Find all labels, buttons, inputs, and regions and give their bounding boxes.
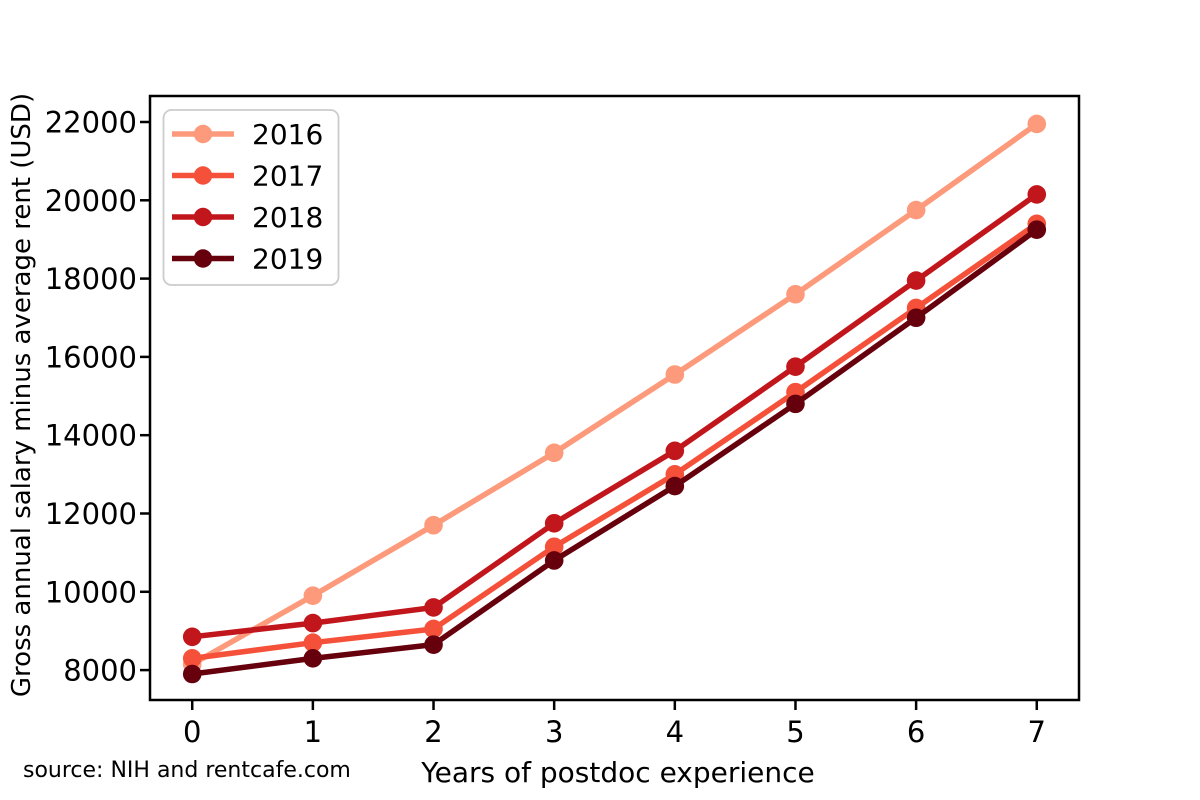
series-marker-2017 — [182, 649, 202, 668]
legend-label-2017: 2017 — [252, 160, 323, 193]
series-marker-2016 — [665, 365, 685, 384]
legend-marker-2019 — [193, 249, 213, 268]
x-axis-label: Years of postdoc experience — [420, 756, 815, 789]
y-tick-label: 14000 — [45, 419, 137, 453]
axes-box — [148, 94, 1081, 702]
series-marker-2019 — [544, 551, 564, 570]
series-line-2019 — [191, 227, 1039, 677]
legend-label-2018: 2018 — [252, 201, 323, 234]
legend-marker-2016 — [193, 124, 213, 144]
x-tick-label: 7 — [1028, 715, 1046, 749]
series-marker-2019 — [424, 635, 443, 654]
legend: 2016 2017 2018 2019 — [162, 109, 340, 286]
x-tick-label: 3 — [545, 715, 563, 749]
y-tick-label: 22000 — [45, 105, 137, 139]
series-marker-2019 — [786, 394, 805, 414]
series-line-2017 — [191, 221, 1039, 662]
x-tick-label: 2 — [424, 715, 442, 749]
legend-label-2019: 2019 — [252, 243, 323, 276]
series-marker-2016 — [906, 200, 926, 220]
axis-ticks: 0 1 2 3 4 5 6 7 8000 10000 12000 14000 16000 18000 200… — [45, 105, 1046, 749]
series-marker-2016 — [424, 515, 443, 535]
y-tick-label: 20000 — [45, 184, 137, 218]
series-marker-2019 — [906, 308, 926, 328]
legend-label-2016: 2016 — [252, 118, 323, 151]
data-series — [182, 114, 1047, 684]
y-axis-label: Gross annual salary minus average rent (… — [7, 93, 37, 697]
series-marker-2016 — [544, 443, 564, 463]
x-tick-label: 0 — [183, 715, 201, 749]
legend-box — [162, 109, 340, 286]
y-tick-label: 16000 — [45, 340, 137, 374]
legend-marker-2018 — [193, 207, 213, 227]
series-marker-2018 — [182, 627, 202, 647]
series-line-2018 — [191, 192, 1039, 640]
series-marker-2018 — [786, 357, 805, 376]
series-marker-2018 — [303, 613, 323, 633]
x-tick-label: 6 — [907, 715, 925, 749]
series-marker-2017 — [544, 537, 564, 557]
series-marker-2019 — [182, 664, 202, 684]
series-marker-2017 — [424, 619, 443, 639]
series-marker-2016 — [786, 284, 805, 304]
source-note: source: NIH and rentcafe.com — [23, 758, 351, 783]
series-marker-2017 — [303, 633, 323, 652]
series-marker-2016 — [1027, 114, 1047, 134]
series-line-2016 — [190, 121, 1039, 667]
series-marker-2018 — [665, 441, 685, 461]
series-marker-2018 — [544, 513, 564, 533]
series-marker-2019 — [1027, 220, 1047, 239]
y-tick-label: 18000 — [45, 262, 137, 296]
y-tick-label: 10000 — [45, 575, 137, 609]
series-marker-2018 — [424, 598, 443, 617]
x-tick-label: 5 — [786, 715, 804, 749]
series-marker-2019 — [303, 649, 323, 668]
x-tick-label: 1 — [304, 715, 322, 749]
x-tick-label: 4 — [666, 715, 684, 749]
legend-marker-2017 — [193, 166, 213, 185]
series-marker-2018 — [906, 271, 926, 290]
series-marker-2019 — [665, 476, 685, 496]
series-marker-2018 — [1027, 185, 1047, 204]
y-tick-label: 12000 — [45, 497, 137, 531]
series-marker-2016 — [303, 586, 323, 606]
y-tick-label: 8000 — [63, 654, 137, 688]
